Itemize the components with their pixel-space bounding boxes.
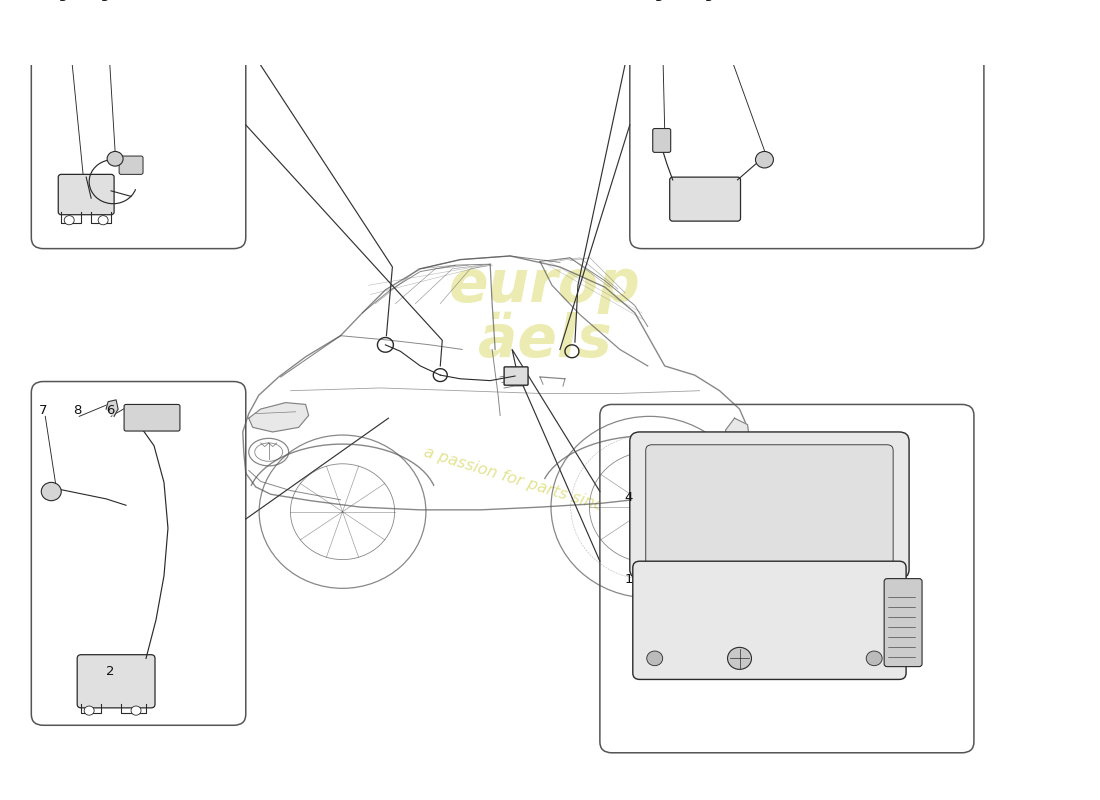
FancyBboxPatch shape [600,405,974,753]
Text: 8: 8 [74,404,81,417]
Circle shape [85,706,95,715]
FancyBboxPatch shape [124,405,180,431]
Text: 1: 1 [625,573,634,586]
Text: europ: europ [449,257,641,314]
Text: 4: 4 [625,490,634,504]
Circle shape [131,706,141,715]
FancyBboxPatch shape [58,174,114,214]
FancyBboxPatch shape [630,432,909,578]
FancyBboxPatch shape [504,367,528,386]
FancyBboxPatch shape [884,578,922,666]
Text: 5: 5 [705,0,713,4]
Text: 3: 3 [59,0,68,4]
Circle shape [756,151,773,168]
Text: 2: 2 [106,665,114,678]
FancyBboxPatch shape [77,654,155,708]
FancyBboxPatch shape [670,177,740,221]
Text: äels: äels [478,312,612,369]
Circle shape [107,151,123,166]
FancyBboxPatch shape [630,0,983,249]
FancyBboxPatch shape [652,129,671,152]
Text: 7: 7 [40,404,47,417]
Text: 3: 3 [654,0,663,4]
Polygon shape [726,418,749,450]
FancyBboxPatch shape [31,382,245,726]
Polygon shape [106,400,118,416]
Text: 5: 5 [101,0,110,4]
FancyBboxPatch shape [632,561,906,679]
Circle shape [98,216,108,225]
Circle shape [647,651,662,666]
Text: a passion for parts since 1985: a passion for parts since 1985 [422,445,658,530]
FancyBboxPatch shape [119,156,143,174]
Text: 6: 6 [106,404,114,417]
FancyBboxPatch shape [31,0,245,249]
Polygon shape [249,402,309,432]
FancyBboxPatch shape [646,445,893,566]
Circle shape [639,497,661,517]
Circle shape [866,651,882,666]
Circle shape [727,647,751,670]
Circle shape [42,482,62,501]
Circle shape [64,216,74,225]
